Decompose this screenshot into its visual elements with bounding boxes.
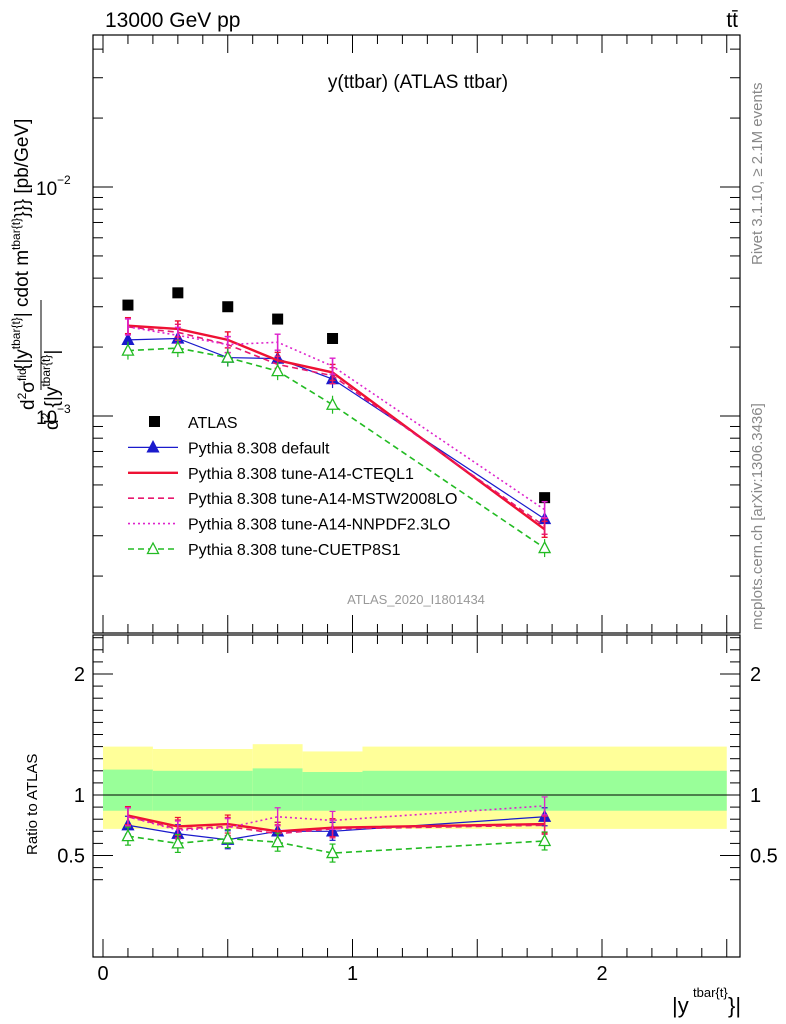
- data-point: [221, 350, 235, 363]
- data-point: [122, 299, 134, 311]
- ratio-y-tick-label-right: 1: [750, 785, 761, 807]
- legend-label: Pythia 8.308 tune-A14-CTEQL1: [188, 466, 414, 483]
- main-frame: [92, 34, 741, 634]
- series-0-marks: [122, 287, 551, 504]
- svg-text:}|: }|: [728, 993, 741, 1018]
- ratio-y-tick-label-right: 2: [750, 664, 761, 686]
- data-point: [325, 397, 340, 410]
- x-tick-label: 2: [596, 963, 607, 985]
- svg-text:10: 10: [36, 179, 57, 200]
- legend-item-2: Pythia 8.308 tune-A14-CTEQL1: [128, 466, 414, 483]
- series-5-marks: [121, 339, 552, 558]
- legend-label: Pythia 8.308 tune-A14-NNPDF2.3LO: [188, 517, 450, 534]
- legend: ATLAS Pythia 8.308 default Pythia 8.308 tu…: [128, 415, 457, 559]
- uncertainty-band-green: [252, 768, 303, 811]
- ratio-series-line: [127, 835, 545, 854]
- main-title: y(ttbar) (ATLAS ttbar): [328, 72, 508, 93]
- ratio-x-tick-labels: 0 1 2: [97, 963, 607, 985]
- legend-item-3: Pythia 8.308 tune-A14-MSTW2008LO: [128, 491, 457, 508]
- svg-text:−3: −3: [57, 402, 71, 416]
- ratio-series-4-marks: [121, 826, 552, 863]
- ratio-y-axis-label: Ratio to ATLAS: [24, 754, 41, 855]
- main-axis-ticks: [93, 35, 740, 633]
- y-tick-label-1e-2: 10 −2: [36, 173, 71, 200]
- svg-text:10: 10: [36, 408, 57, 429]
- series-line: [127, 324, 546, 531]
- data-point: [222, 301, 234, 313]
- data-point: [538, 833, 552, 847]
- main-y-axis-label: d2σfid {|ytbar{t}| cdot mtbar{t}}}} [pb/…: [9, 119, 39, 410]
- data-point: [271, 834, 285, 848]
- svg-text:tbar{t}: tbar{t}: [693, 985, 728, 1000]
- legend-item-0: ATLAS: [149, 415, 238, 432]
- data-point: [121, 828, 135, 842]
- mcplots-site-text: mcplots.cern.ch [arXiv:1306.3436]: [749, 403, 766, 630]
- rivet-version-text: Rivet 3.1.10, ≥ 2.1M events: [749, 83, 766, 266]
- data-point: [121, 343, 135, 356]
- data-point: [272, 313, 284, 325]
- data-point: [172, 287, 184, 299]
- legend-label: Pythia 8.308 tune-A14-MSTW2008LO: [188, 491, 457, 508]
- svg-text:d2σfid: d2σfid: [15, 368, 39, 410]
- ratio-y-tick-label: 2: [74, 664, 85, 686]
- series-line: [127, 326, 546, 527]
- svg-text:|y: |y: [672, 993, 689, 1018]
- series-line: [127, 326, 546, 511]
- y-tick-label-1e-3: 10 −3: [36, 402, 71, 429]
- x-tick-label: 0: [97, 963, 108, 985]
- x-tick-label: 1: [347, 963, 358, 985]
- ratio-y-tick-label: 1: [74, 785, 85, 807]
- ratio-y-tick-labels: 0.5 0.5 1 1 2 2: [57, 664, 778, 868]
- main-y-axis-label-denominator: d2 {|ytbar{t}|: [39, 350, 63, 430]
- svg-text:{|ytbar{t}| cdot mtbar{t}}}} [: {|ytbar{t}| cdot mtbar{t}}}} [pb/GeV]: [9, 119, 33, 370]
- ratio-y-tick-label-right: 0.5: [750, 846, 778, 868]
- ratio-frame: [92, 634, 741, 958]
- legend-item-1: Pythia 8.308 default: [128, 439, 330, 457]
- uncertainty-band-green: [302, 772, 363, 811]
- analysis-watermark: ATLAS_2020_I1801434: [347, 592, 485, 607]
- legend-item-5: Pythia 8.308 tune-CUETP8S1: [128, 541, 401, 559]
- uncertainty-band-green: [152, 770, 253, 811]
- ratio-plot-area: [93, 744, 740, 863]
- legend-item-4: Pythia 8.308 tune-A14-NNPDF2.3LO: [128, 517, 450, 534]
- legend-marker: [146, 541, 160, 555]
- data-point: [327, 332, 339, 344]
- data-point: [171, 835, 185, 849]
- data-point: [221, 831, 235, 844]
- ratio-axis-ticks: [93, 635, 740, 957]
- process-label: tt̄: [726, 9, 738, 32]
- legend-marker: [149, 416, 160, 427]
- data-point: [325, 845, 340, 859]
- data-point: [271, 363, 285, 377]
- legend-label: Pythia 8.308 default: [188, 440, 330, 457]
- ratio-series-line: [127, 814, 545, 833]
- ratio-series-line: [127, 816, 545, 835]
- uncertainty-band-green: [103, 769, 153, 811]
- svg-text:−2: −2: [57, 173, 71, 187]
- ratio-panel: 0.5 0.5 1 1 2 2 0 1 2 Ratio to ATLAS |y tbar{t}…: [24, 634, 778, 1018]
- x-axis-label: |y tbar{t} }|: [672, 985, 741, 1018]
- main-plot-area: [121, 287, 552, 558]
- series-line: [127, 337, 545, 520]
- legend-label: Pythia 8.308 tune-CUETP8S1: [188, 542, 401, 559]
- series-line: [127, 347, 546, 549]
- data-point: [539, 492, 551, 504]
- legend-label: ATLAS: [188, 415, 238, 432]
- legend-marker: [146, 439, 160, 453]
- data-point: [538, 540, 552, 554]
- ratio-y-tick-label: 0.5: [57, 846, 85, 868]
- svg-text:d2 {|ytbar{t}|: d2 {|ytbar{t}|: [39, 350, 63, 430]
- energy-label: 13000 GeV pp: [105, 9, 240, 32]
- main-panel: y(ttbar) (ATLAS ttbar) ATLAS_2020_I18014…: [9, 34, 741, 634]
- data-point: [171, 340, 185, 354]
